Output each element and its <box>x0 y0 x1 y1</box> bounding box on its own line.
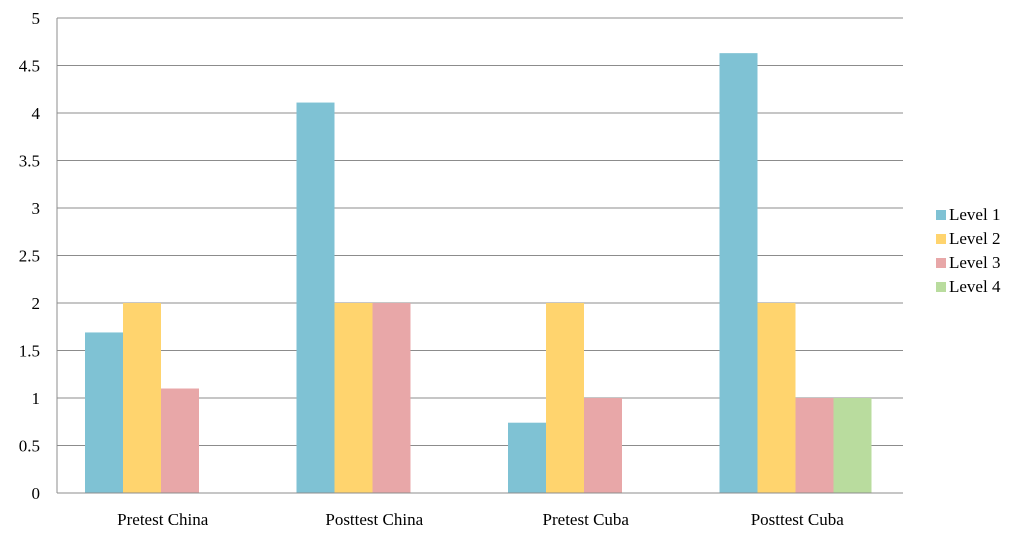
x-category-label: Posttest China <box>325 510 423 529</box>
bar-level-2-1 <box>334 303 373 493</box>
bar-level-2-2 <box>546 303 584 493</box>
x-category-label: Posttest Cuba <box>751 510 844 529</box>
legend-label: Level 2 <box>949 229 1000 248</box>
y-tick-label: 0 <box>32 484 41 503</box>
x-category-label: Pretest Cuba <box>543 510 630 529</box>
legend-label: Level 3 <box>949 253 1000 272</box>
legend-swatch <box>936 234 946 244</box>
y-tick-label: 1 <box>32 389 41 408</box>
bar-level-2-0 <box>123 303 161 493</box>
bar-level-4-3 <box>833 398 872 493</box>
bar-level-3-1 <box>372 303 411 493</box>
y-tick-label: 3 <box>32 199 41 218</box>
bar-level-1-3 <box>719 53 758 494</box>
legend-swatch <box>936 282 946 292</box>
y-tick-label: 5 <box>32 9 41 28</box>
bar-level-1-1 <box>296 102 335 494</box>
y-tick-label: 2.5 <box>19 247 40 266</box>
legend-swatch <box>936 258 946 268</box>
legend-label: Level 4 <box>949 277 1001 296</box>
y-tick-label: 4 <box>32 104 41 123</box>
bar-level-2-3 <box>757 303 796 493</box>
bar-level-1-0 <box>85 332 123 493</box>
legend: Level 1 Level 2 Level 3 Level 4 <box>936 205 1001 296</box>
bar-level-3-3 <box>795 398 834 493</box>
bars <box>85 53 872 494</box>
bar-level-1-2 <box>508 422 546 493</box>
y-tick-label: 2 <box>32 294 41 313</box>
y-tick-label: 1.5 <box>19 342 40 361</box>
x-category-label: Pretest China <box>117 510 209 529</box>
y-tick-label: 3.5 <box>19 152 40 171</box>
legend-label: Level 1 <box>949 205 1000 224</box>
y-tick-label: 4.5 <box>19 57 40 76</box>
bar-level-3-2 <box>584 398 622 493</box>
y-tick-label: 0.5 <box>19 437 40 456</box>
bar-level-3-0 <box>161 388 199 493</box>
legend-swatch <box>936 210 946 220</box>
axes: 0 0.5 1 1.5 2 2.5 3 3.5 4 4.5 5 Pretest China Postte… <box>19 9 903 529</box>
